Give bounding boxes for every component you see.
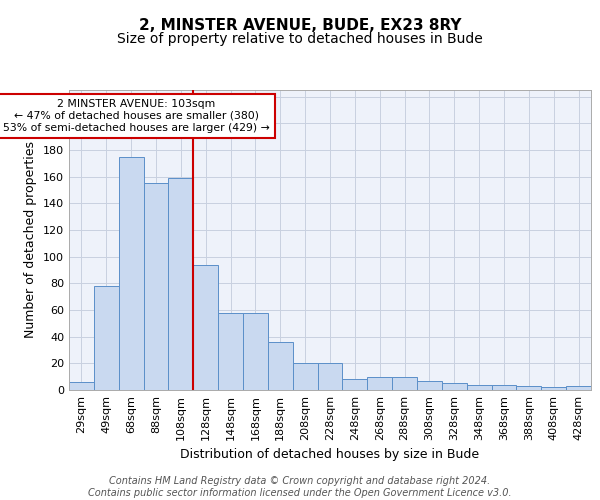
Bar [243, 312, 268, 390]
Bar [293, 364, 317, 390]
Bar [268, 342, 293, 390]
Bar [467, 384, 491, 390]
Bar [143, 184, 169, 390]
Bar [218, 312, 243, 390]
Bar [541, 388, 566, 390]
X-axis label: Distribution of detached houses by size in Bude: Distribution of detached houses by size … [181, 448, 479, 462]
Bar [94, 286, 119, 390]
Bar [392, 376, 417, 390]
Bar [566, 386, 591, 390]
Text: Contains HM Land Registry data © Crown copyright and database right 2024.
Contai: Contains HM Land Registry data © Crown c… [88, 476, 512, 498]
Bar [417, 380, 442, 390]
Bar [193, 264, 218, 390]
Y-axis label: Number of detached properties: Number of detached properties [25, 142, 37, 338]
Text: 2 MINSTER AVENUE: 103sqm
← 47% of detached houses are smaller (380)
53% of semi-: 2 MINSTER AVENUE: 103sqm ← 47% of detach… [3, 100, 269, 132]
Bar [169, 178, 193, 390]
Bar [317, 364, 343, 390]
Bar [119, 156, 143, 390]
Bar [491, 384, 517, 390]
Bar [367, 376, 392, 390]
Bar [442, 384, 467, 390]
Text: Size of property relative to detached houses in Bude: Size of property relative to detached ho… [117, 32, 483, 46]
Text: 2, MINSTER AVENUE, BUDE, EX23 8RY: 2, MINSTER AVENUE, BUDE, EX23 8RY [139, 18, 461, 32]
Bar [517, 386, 541, 390]
Bar [343, 380, 367, 390]
Bar [69, 382, 94, 390]
